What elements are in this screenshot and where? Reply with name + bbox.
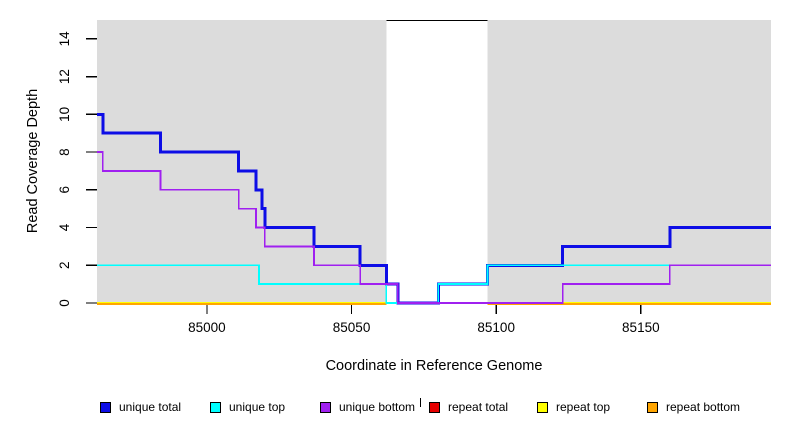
y-tick-label: 14 [57,31,72,47]
x-tick-label: 85100 [477,320,515,335]
y-tick-label: 10 [57,107,72,122]
y-tick-label: 12 [57,69,72,84]
repeat-region-band [386,20,488,304]
y-tick-label: 0 [57,299,72,307]
y-tick-label: 6 [57,186,72,194]
y-tick-label: 4 [57,223,72,231]
x-axis-title: Coordinate in Reference Genome [325,358,543,374]
x-tick-label: 85000 [188,320,226,335]
series-line-unique-bottom [97,151,771,304]
y-tick-label: 8 [57,148,72,156]
y-tick-label: 2 [57,262,72,270]
y-axis-title: Read Coverage Depth [25,88,41,234]
x-tick-label: 85050 [333,320,371,335]
x-tick-label: 85150 [622,320,660,335]
